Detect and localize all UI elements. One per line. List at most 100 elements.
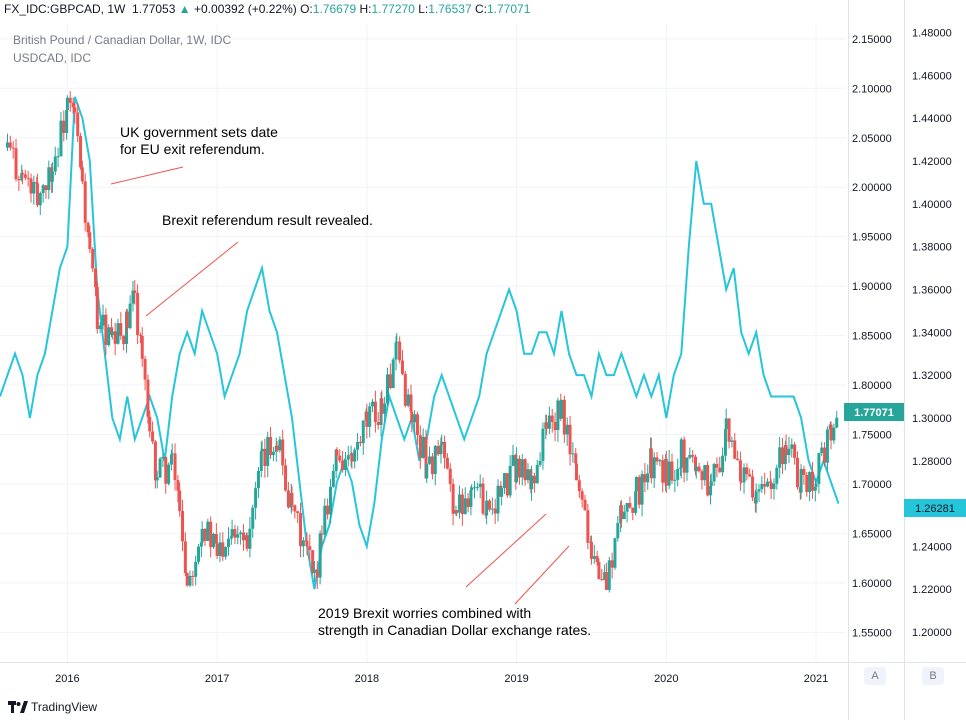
candle-body bbox=[178, 490, 182, 512]
compare-tick-label: 1.46000 bbox=[912, 70, 952, 82]
candle-body bbox=[813, 486, 817, 491]
tradingview-logo-icon bbox=[8, 701, 28, 713]
price-tick-label: 1.65000 bbox=[852, 528, 892, 540]
candle-body bbox=[565, 424, 569, 435]
candle-body bbox=[286, 490, 290, 508]
candle-body bbox=[787, 448, 791, 456]
candle-body bbox=[91, 249, 95, 269]
candle-body bbox=[545, 422, 549, 429]
annotation-arrow-2 bbox=[145, 241, 239, 317]
candle-body bbox=[664, 459, 668, 486]
candle-body bbox=[460, 494, 464, 514]
candle-body bbox=[685, 457, 689, 473]
candle-body bbox=[823, 447, 827, 463]
candle-body bbox=[712, 463, 716, 482]
candle-body bbox=[104, 314, 108, 345]
candle-body bbox=[425, 463, 429, 479]
candle-body bbox=[395, 341, 399, 343]
candle-body bbox=[361, 420, 365, 444]
candle-body bbox=[688, 454, 692, 458]
compare-tick-label: 1.20000 bbox=[912, 627, 952, 639]
candle-body bbox=[83, 181, 87, 223]
candle-body bbox=[138, 335, 142, 337]
candle-body bbox=[281, 439, 285, 466]
candle-body bbox=[571, 453, 575, 455]
candle-body bbox=[814, 483, 818, 487]
candle-body bbox=[116, 323, 120, 344]
auto-scale-button[interactable]: A bbox=[864, 667, 886, 685]
candle-body bbox=[209, 521, 213, 548]
candle-body bbox=[293, 505, 297, 512]
candle-body bbox=[646, 473, 650, 483]
candle-body bbox=[323, 505, 327, 535]
candle-body bbox=[436, 445, 440, 455]
candle-body bbox=[430, 456, 434, 475]
compare-tick-label: 1.22000 bbox=[912, 584, 952, 596]
candle-body bbox=[694, 456, 698, 472]
candle-body bbox=[466, 498, 470, 508]
candle-body bbox=[604, 572, 608, 590]
candle-body bbox=[94, 268, 98, 288]
candle-body bbox=[35, 182, 39, 184]
time-axis[interactable]: 2016 2017 2018 2019 2020 2021 bbox=[55, 673, 828, 685]
candle-body bbox=[185, 573, 189, 586]
symbol-name[interactable]: FX_IDC:GBPCAD, 1W bbox=[4, 2, 126, 16]
candle-body bbox=[428, 456, 432, 464]
candle-body bbox=[603, 572, 607, 581]
tradingview-footer[interactable]: TradingView bbox=[8, 700, 97, 714]
price-tick-label: 1.60000 bbox=[852, 578, 892, 590]
compare-axis[interactable]: 1.48000 1.46000 1.44000 1.42000 1.40000 1.380… bbox=[912, 28, 952, 639]
candle-body bbox=[236, 534, 240, 538]
candle-body bbox=[547, 415, 551, 429]
main-series-legend[interactable]: British Pound / Canadian Dollar, 1W, IDC bbox=[13, 33, 232, 47]
compare-series-legend[interactable]: USDCAD, IDC bbox=[13, 51, 92, 65]
candle-body bbox=[676, 468, 680, 480]
time-tick-label: 2017 bbox=[205, 673, 229, 685]
candle-body bbox=[41, 185, 45, 194]
candle-body bbox=[296, 511, 300, 514]
candle-body bbox=[133, 290, 137, 294]
candle-body bbox=[403, 373, 407, 406]
annotation-2019-worries: 2019 Brexit worries combined with streng… bbox=[318, 605, 592, 638]
candle-body bbox=[343, 459, 347, 470]
candle-body bbox=[356, 441, 360, 450]
candle-body bbox=[181, 511, 185, 542]
compare-tick-label: 1.34000 bbox=[912, 327, 952, 339]
compare-last-label: 1.26281 bbox=[915, 503, 955, 515]
log-scale-button[interactable]: B bbox=[922, 667, 944, 685]
candle-body bbox=[305, 540, 309, 547]
candle-body bbox=[136, 293, 140, 336]
candle-body bbox=[817, 453, 821, 484]
candle-body bbox=[59, 120, 63, 157]
candle-body bbox=[32, 182, 36, 194]
candle-body bbox=[541, 428, 545, 462]
candle-body bbox=[346, 455, 350, 460]
candle-body bbox=[119, 323, 123, 336]
candle-body bbox=[760, 483, 764, 490]
candle-body bbox=[413, 414, 417, 423]
candle-body bbox=[655, 457, 659, 462]
candle-body bbox=[530, 475, 534, 490]
candle-body bbox=[562, 399, 566, 435]
candle-body bbox=[835, 417, 839, 428]
candle-body bbox=[470, 487, 474, 491]
candle-body bbox=[409, 394, 413, 412]
candle-body bbox=[799, 468, 803, 493]
candle-body bbox=[38, 193, 42, 206]
price-tick-label: 1.55000 bbox=[852, 627, 892, 639]
candle-body bbox=[68, 97, 72, 103]
candle-body bbox=[341, 460, 345, 470]
candle-body bbox=[320, 533, 324, 535]
price-axis[interactable]: 2.15000 2.10000 2.05000 2.00000 1.95000 1.900… bbox=[852, 34, 892, 639]
candle-body bbox=[738, 460, 742, 482]
candle-body bbox=[421, 436, 425, 458]
candle-body bbox=[269, 437, 273, 456]
candle-body bbox=[358, 441, 362, 444]
candle-body bbox=[161, 457, 165, 459]
candle-body bbox=[328, 486, 332, 515]
candle-body bbox=[365, 411, 369, 427]
high-value: 1.77270 bbox=[371, 2, 415, 16]
candle-body bbox=[517, 458, 521, 478]
candle-body bbox=[71, 102, 75, 108]
candle-body bbox=[523, 459, 527, 481]
